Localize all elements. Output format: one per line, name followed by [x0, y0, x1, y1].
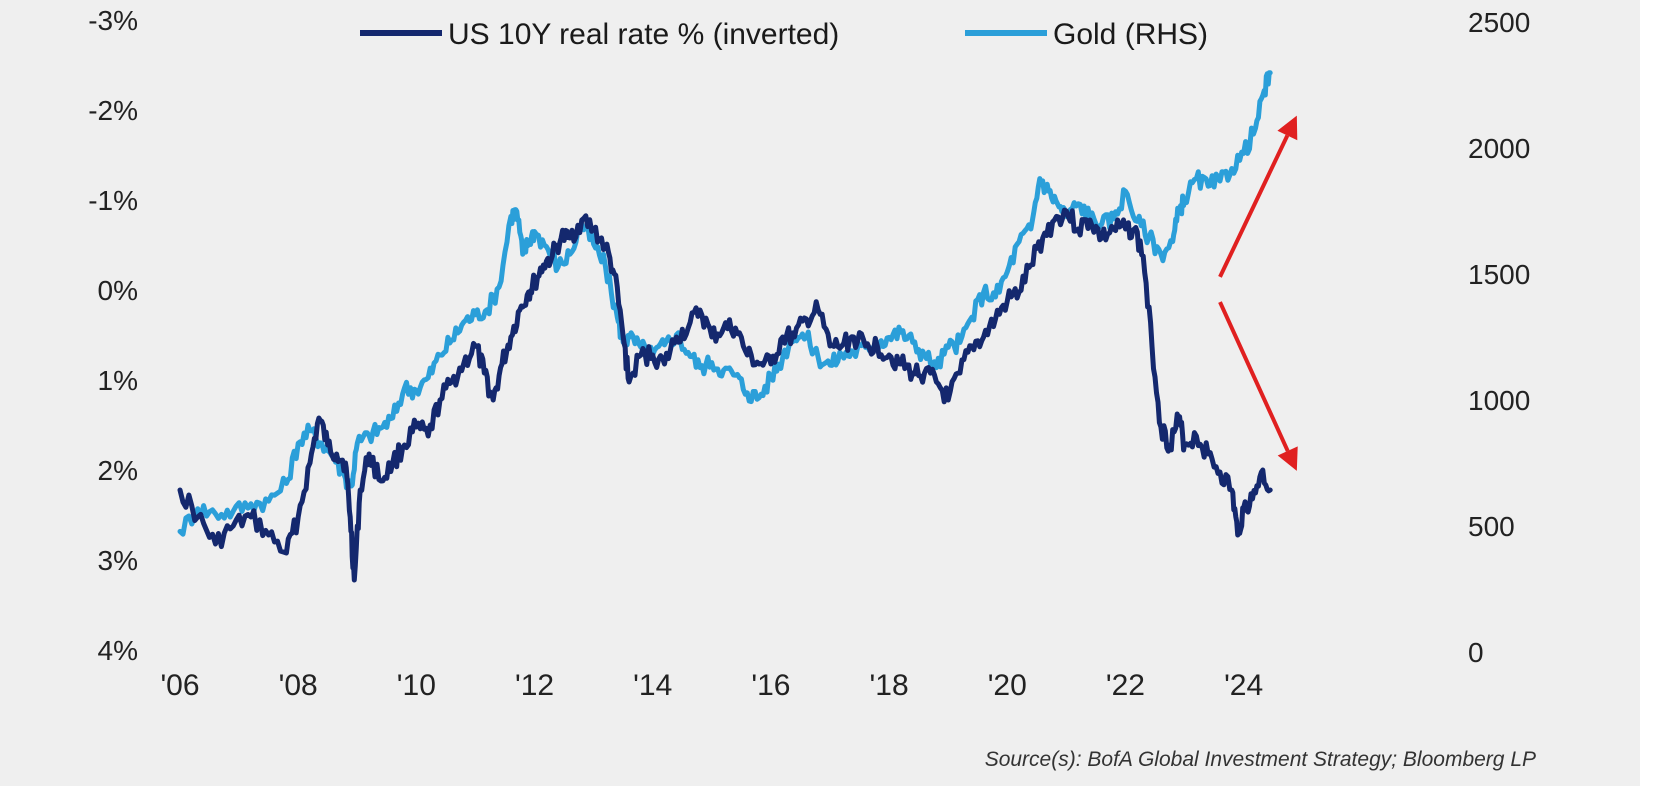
source-note: Source(s): BofA Global Investment Strate…	[985, 748, 1536, 771]
arrow-down-shaft	[1218, 301, 1290, 452]
left-tick-label: 1%	[98, 365, 138, 396]
legend-label-gold: Gold (RHS)	[1053, 18, 1208, 51]
left-tick-label: -1%	[88, 185, 138, 216]
x-tick-label: '18	[870, 669, 909, 702]
left-tick-label: 0%	[98, 275, 138, 306]
x-tick-label: '16	[751, 669, 790, 702]
x-tick-label: '12	[515, 669, 554, 702]
series-line-real-rate	[177, 207, 1273, 583]
right-tick-label: 2500	[1468, 7, 1530, 38]
annotation-layer	[1218, 115, 1298, 471]
series-layer	[177, 70, 1273, 583]
x-tick-label: '06	[160, 669, 199, 702]
left-tick-label: 4%	[98, 635, 138, 666]
right-tick-label: 1000	[1468, 385, 1530, 416]
right-axis-ticks: 2500 2000 1500 1000 500 0	[1468, 7, 1530, 668]
right-tick-label: 2000	[1468, 133, 1530, 164]
left-tick-label: -2%	[88, 95, 138, 126]
x-tick-label: '08	[279, 669, 318, 702]
left-axis-ticks: -3% -2% -1% 0% 1% 2% 3% 4%	[88, 5, 138, 666]
arrow-up-head	[1277, 115, 1298, 141]
right-tick-label: 1500	[1468, 259, 1530, 290]
arrow-up-shaft	[1218, 134, 1290, 278]
x-tick-label: '14	[633, 669, 672, 702]
arrow-down-head	[1277, 446, 1298, 471]
x-tick-label: '20	[988, 669, 1027, 702]
left-tick-label: 2%	[98, 455, 138, 486]
legend-label-real-rate: US 10Y real rate % (inverted)	[448, 18, 839, 51]
left-tick-label: 3%	[98, 545, 138, 576]
legend: US 10Y real rate % (inverted) Gold (RHS)	[360, 18, 1208, 51]
left-tick-label: -3%	[88, 5, 138, 36]
series-line-gold	[177, 70, 1273, 537]
right-tick-label: 500	[1468, 511, 1515, 542]
x-tick-label: '22	[1106, 669, 1145, 702]
right-margin	[1640, 0, 1661, 786]
x-tick-label: '10	[397, 669, 436, 702]
right-tick-label: 0	[1468, 637, 1484, 668]
x-axis-ticks: '06 '08 '10 '12 '14 '16 '18 '20 '22 '24	[160, 669, 1263, 702]
x-tick-label: '24	[1224, 669, 1263, 702]
